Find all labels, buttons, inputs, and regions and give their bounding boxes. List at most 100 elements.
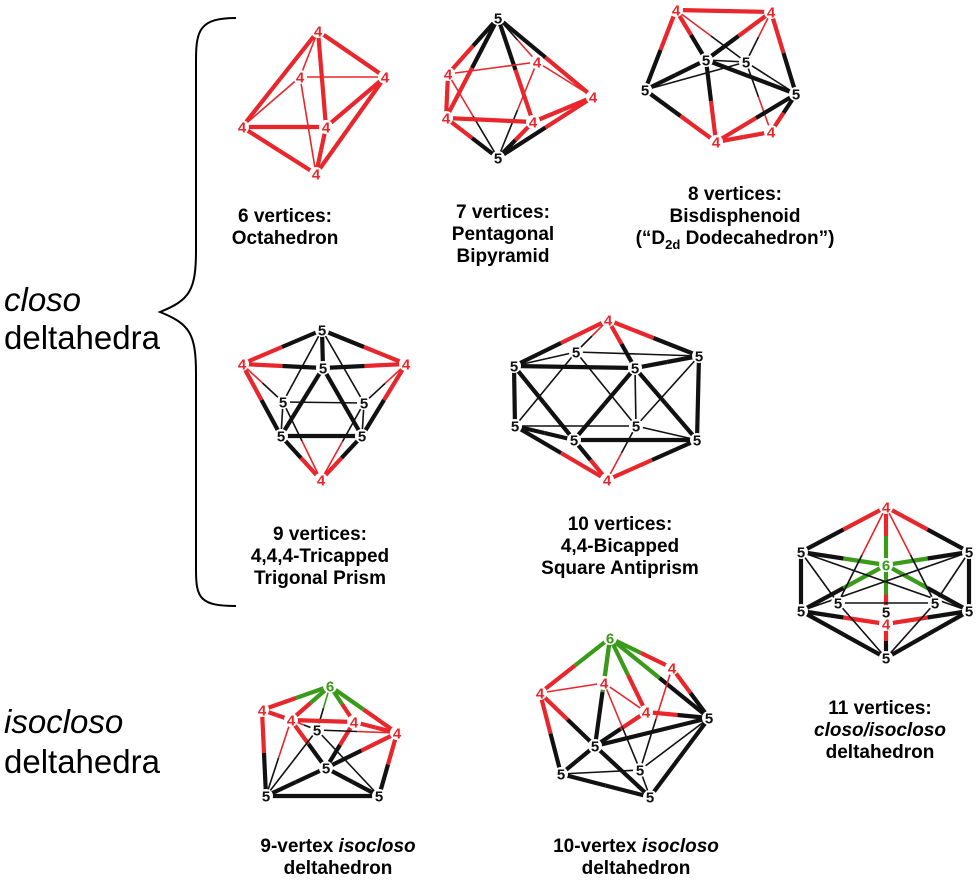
edge-v11-7-a xyxy=(842,563,887,590)
vertex-label-pbp-6: 5 xyxy=(494,151,502,168)
vertex-halo-v11-4 xyxy=(794,604,808,618)
vertex-label-iso10-7: 5 xyxy=(636,763,644,780)
edge-iso9-8-b xyxy=(261,752,269,797)
edge-v11-10-b xyxy=(884,580,970,612)
edge-octa-8-b xyxy=(314,124,353,176)
edge-v11-4-a xyxy=(927,549,970,561)
isocloso-group-label: isocloso xyxy=(4,704,123,740)
edge-pbp-6-a xyxy=(497,109,519,159)
caption-7-vertices: 7 vertices: Pentagonal Bipyramid xyxy=(451,202,555,267)
edge-bisd-8-a xyxy=(705,58,752,79)
edge-v11-15-b xyxy=(884,632,929,660)
edge-pbp-13-a xyxy=(489,117,534,125)
vertex-halo-bisd-6 xyxy=(709,135,723,149)
vertex-halo-octa-0 xyxy=(311,24,325,38)
edge-octa-3-b xyxy=(319,78,329,128)
edge-pbp-13-b xyxy=(445,115,490,123)
vertex-label-bisd-5: 5 xyxy=(792,87,800,104)
vertex-halo-ttp-6 xyxy=(274,429,288,443)
edge-bisd-13-b xyxy=(714,116,758,144)
caption-10-vertices: 10 vertices: 4,4-Bicapped Square Antipri… xyxy=(541,514,699,579)
edge-bisd-0-a xyxy=(675,7,724,14)
vertex-label-v11-0: 4 xyxy=(882,500,891,517)
vertex-label-pbp-4: 4 xyxy=(442,111,451,128)
vertex-halo-v11-10 xyxy=(879,605,893,619)
edge-ttp-1-a xyxy=(281,328,323,349)
caption-9-vertices: 9 vertices: 4,4,4-Tricapped Trigonal Pri… xyxy=(250,524,390,589)
vertex-halo-iso9-2 xyxy=(284,713,298,727)
edge-iso10-13-b xyxy=(594,729,653,749)
edge-pbp-2-a xyxy=(496,16,547,60)
vertex-halo-bsa-3 xyxy=(628,361,642,375)
vertex-label-bisd-1: 4 xyxy=(767,5,776,22)
vertex-label-iso9-0: 6 xyxy=(326,679,334,696)
vertex-halo-iso9-6 xyxy=(319,761,333,775)
vertex-label-iso9-8: 5 xyxy=(375,789,383,806)
edge-octa-8-a xyxy=(348,75,387,127)
edge-bsa-15-a xyxy=(544,351,577,390)
vertex-label-iso9-3: 4 xyxy=(350,715,359,732)
edge-bsa-15-b xyxy=(514,388,547,427)
vertex-halo-bisd-2 xyxy=(699,53,713,67)
vertex-halo-iso10-8 xyxy=(554,767,568,781)
vertex-label-octa-4: 4 xyxy=(322,120,331,137)
edge-v11-14-b xyxy=(842,632,888,660)
edge-iso10-20-b xyxy=(621,726,641,771)
vertex-label-v11-8: 5 xyxy=(834,596,842,613)
vertex-label-v11-4: 5 xyxy=(797,604,805,621)
edge-v11-4-b xyxy=(885,556,928,568)
vertex-halo-pbp-4 xyxy=(439,111,453,125)
vertex-label-iso9-7: 5 xyxy=(262,789,270,806)
vertex-label-ttp-5: 5 xyxy=(360,396,368,413)
vertex-halo-v11-5 xyxy=(928,596,942,610)
edge-bsa-0-b xyxy=(513,341,562,368)
edge-bisd-13-a xyxy=(754,92,798,120)
vertex-halo-iso10-6 xyxy=(588,739,602,753)
edge-v11-10-a xyxy=(800,551,886,583)
vertex-label-iso10-2: 4 xyxy=(536,686,545,703)
edge-iso9-18-b xyxy=(347,762,380,797)
edge-bsa-16-a xyxy=(575,351,607,390)
vertex-label-v11-10: 5 xyxy=(882,605,890,622)
edge-v11-20-b xyxy=(837,554,863,604)
edge-v11-0-b xyxy=(800,527,845,554)
vertex-label-bisd-3: 5 xyxy=(742,55,750,72)
edge-ttp-20-b xyxy=(320,441,344,481)
vertex-label-bisd-2: 5 xyxy=(702,53,710,70)
edge-octa-2-b xyxy=(240,77,282,129)
vertex-halo-iso10-7 xyxy=(633,763,647,777)
vertex-halo-v11-3 xyxy=(879,558,893,572)
edge-bsa-6-b xyxy=(574,364,636,371)
edge-iso10-21-a xyxy=(655,667,673,720)
vertex-label-iso10-9: 5 xyxy=(646,790,654,807)
vertex-halo-iso9-3 xyxy=(347,715,361,729)
vertex-label-ttp-7: 5 xyxy=(358,429,366,446)
edge-pbp-6-b xyxy=(516,61,538,111)
vertex-halo-bsa-9 xyxy=(600,473,614,487)
edge-ttp-10-b xyxy=(360,398,386,438)
edge-pbp-4-b xyxy=(513,69,535,123)
edge-iso10-4-b xyxy=(658,676,711,720)
caption-10-vertex-isocloso: 10-vertex isocloso deltahedron xyxy=(553,836,719,879)
vertex-halo-bisd-4 xyxy=(638,83,652,97)
vertex-label-v11-2: 5 xyxy=(965,545,973,562)
edge-bisd-0-b xyxy=(723,8,772,15)
vertex-label-bisd-6: 4 xyxy=(712,135,721,152)
edge-bisd-16-b xyxy=(695,61,747,77)
edge-iso10-13-a xyxy=(651,715,710,735)
edge-bsa-5-a xyxy=(575,351,638,355)
vertex-label-iso9-2: 4 xyxy=(287,713,296,730)
edge-bisd-8-b xyxy=(750,75,797,96)
caption-6-vertices: 6 vertices: Octahedron xyxy=(231,206,339,249)
edge-iso10-17-b xyxy=(604,783,651,800)
edge-v11-7-b xyxy=(800,586,845,613)
edge-pbp-7-a xyxy=(496,125,547,160)
edge-v11-11-a xyxy=(884,551,970,583)
vertex-halo-ttp-3 xyxy=(399,357,413,371)
polyhedron-bsa: 4 5 5 5 5 5 5 5 5 4 xyxy=(507,313,706,490)
vertex-halo-v11-0 xyxy=(879,500,893,514)
edge-iso9-18-a xyxy=(316,729,349,764)
edge-v11-0-a xyxy=(842,505,887,532)
